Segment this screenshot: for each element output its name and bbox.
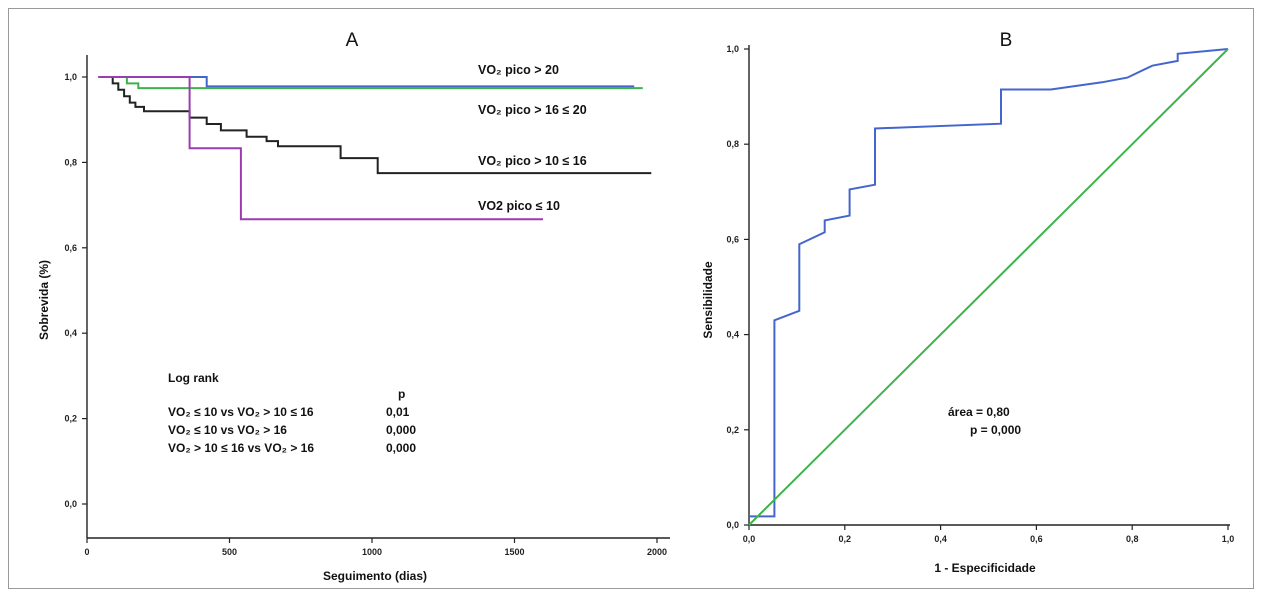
figure-frame: [8, 8, 1254, 589]
panel-b-y-tick-label: 0,0: [726, 520, 739, 530]
panel-a-y-tick-label: 0,8: [64, 157, 77, 167]
panel-a-x-tick-label: 2000: [647, 547, 667, 557]
panel-b-ticks: 0,0 0,2 0,4 0,6 0,8 1,0 0,0 0,2 0,4 0,6 0,8 1,0: [726, 44, 1234, 544]
panel-a: A 0 500 1000 1500 2000 0,0 0,2 0,4 0,6 0,8 1,0 Seg…: [37, 30, 670, 583]
series-label-vo2-16-20: VO₂ pico > 16 ≤ 20: [478, 103, 587, 117]
logrank-row-3-p: 0,000: [386, 441, 416, 455]
panel-a-y-tick-label: 0,2: [64, 414, 77, 424]
panel-a-line-vo-pico-10-16: [98, 76, 652, 175]
panel-a-title: A: [346, 30, 359, 51]
panel-b-title: B: [1000, 30, 1013, 51]
panel-a-y-tick-label: 0,6: [64, 243, 77, 253]
panel-a-ticks: 0 500 1000 1500 2000 0,0 0,2 0,4 0,6 0,8 1,0: [64, 72, 667, 557]
panel-b-line-roc-curve: [749, 48, 1229, 518]
panel-a-x-tick-label: 500: [222, 547, 237, 557]
logrank-row-1-p: 0,01: [386, 405, 410, 419]
panel-b-x-tick-label: 0,0: [743, 534, 756, 544]
panel-a-series: [98, 76, 652, 221]
panel-b-y-tick-label: 0,6: [726, 234, 739, 244]
series-label-vo2-le10: VO2 pico ≤ 10: [478, 199, 560, 213]
series-label-vo2-gt20: VO₂ pico > 20: [478, 63, 559, 77]
roc-p-label: p = 0,000: [970, 423, 1021, 437]
roc-area-label: área = 0,80: [948, 405, 1010, 419]
panel-b: B 0,0 0,2 0,4 0,6 0,8 1,0 0,0 0,2 0,4 0,6 0,8 1,0 1…: [701, 30, 1234, 575]
panel-a-y-axis-title: Sobrevida (%): [37, 260, 51, 340]
panel-b-line-reference-diagonal: [748, 48, 1229, 526]
series-label-vo2-10-16: VO₂ pico > 10 ≤ 16: [478, 154, 587, 168]
panel-a-y-tick-label: 0,4: [64, 328, 77, 338]
logrank-row-3-label: VO₂ > 10 ≤ 16 vs VO₂ > 16: [168, 441, 314, 455]
panel-a-x-axis-title: Seguimento (dias): [323, 569, 427, 583]
panel-a-x-tick-label: 1000: [362, 547, 382, 557]
panel-b-x-axis-title: 1 - Especificidade: [934, 561, 1036, 575]
logrank-p-header: p: [398, 387, 405, 401]
panel-a-y-tick-label: 0,0: [64, 499, 77, 509]
panel-b-y-tick-label: 0,2: [726, 425, 739, 435]
panel-a-line-vo-pico-20: [98, 76, 635, 88]
panel-b-series: [748, 48, 1229, 526]
panel-a-x-tick-label: 0: [84, 547, 89, 557]
logrank-row-1-label: VO₂ ≤ 10 vs VO₂ > 10 ≤ 16: [168, 405, 314, 419]
panel-a-y-tick-label: 1,0: [64, 72, 77, 82]
panel-b-y-tick-label: 1,0: [726, 44, 739, 54]
panel-b-x-tick-label: 0,4: [934, 534, 947, 544]
panel-b-y-tick-label: 0,4: [726, 330, 739, 340]
logrank-title: Log rank: [168, 371, 219, 385]
panel-a-line-vo2-pico-10: [98, 76, 543, 221]
logrank-row-2-p: 0,000: [386, 423, 416, 437]
panel-a-x-tick-label: 1500: [504, 547, 524, 557]
panel-b-y-axis-title: Sensibilidade: [701, 261, 715, 339]
panel-b-x-tick-label: 0,6: [1030, 534, 1043, 544]
logrank-row-2-label: VO₂ ≤ 10 vs VO₂ > 16: [168, 423, 287, 437]
panel-b-y-tick-label: 0,8: [726, 139, 739, 149]
panel-b-x-tick-label: 0,2: [839, 534, 852, 544]
panel-b-x-tick-label: 1,0: [1222, 534, 1235, 544]
panel-b-x-tick-label: 0,8: [1126, 534, 1139, 544]
